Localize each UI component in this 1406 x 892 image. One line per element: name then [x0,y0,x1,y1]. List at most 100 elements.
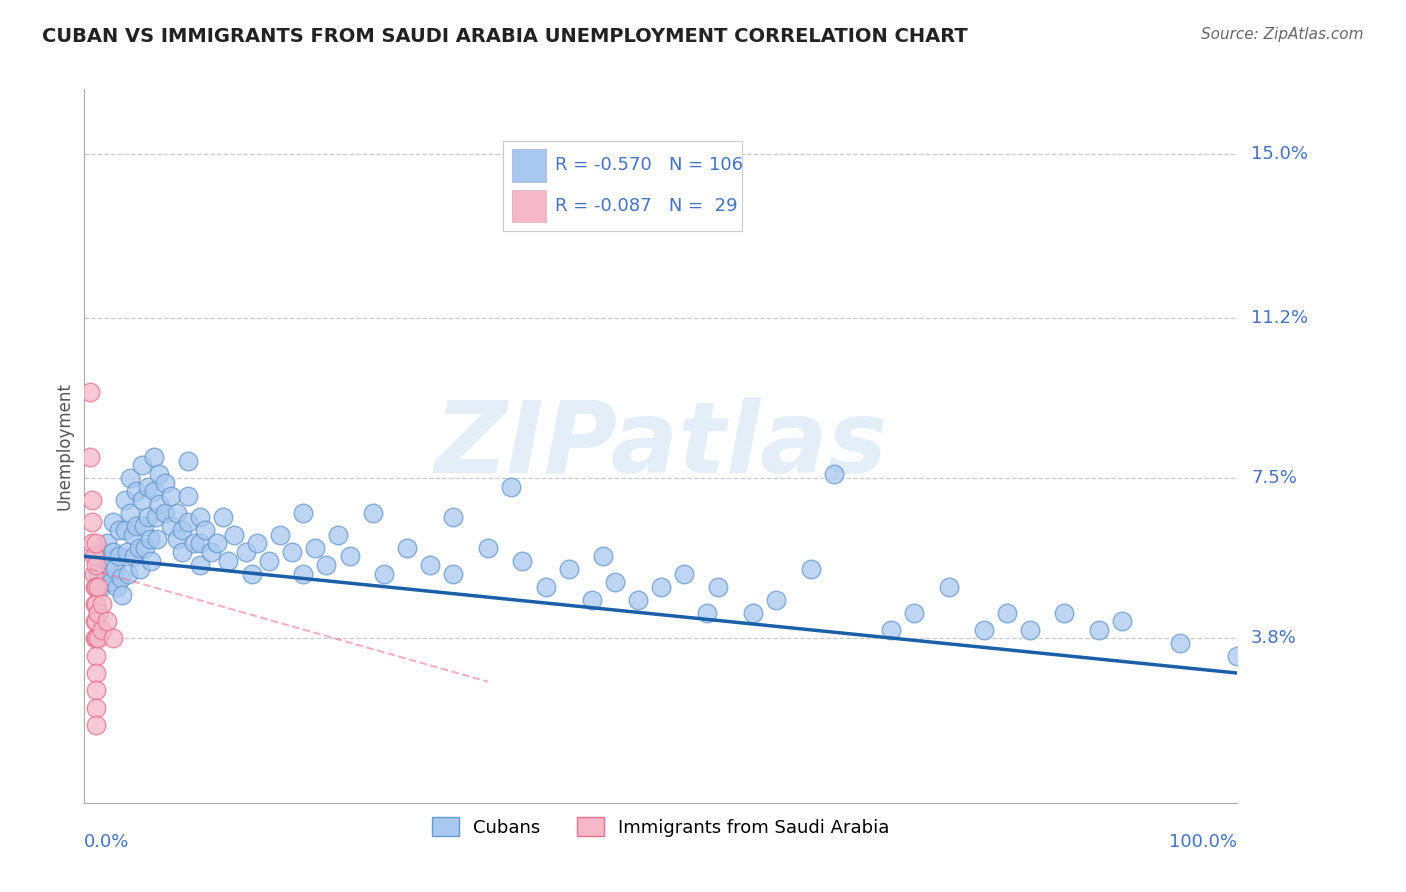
Point [194,524,217,538]
Point [87,606,110,620]
Point [103,545,124,559]
Point [96,614,118,628]
Bar [512,150,546,182]
Point [603,575,626,590]
Point [1111,614,1133,628]
Point [84,580,107,594]
Point [188,536,211,550]
Point [419,558,441,572]
Point [160,489,183,503]
Point [292,566,315,581]
Point [1088,623,1111,637]
Legend: Cubans, Immigrants from Saudi Arabia: Cubans, Immigrants from Saudi Arabia [425,810,897,844]
Point [84,597,107,611]
Text: ZIPatlas: ZIPatlas [434,398,887,494]
Point [87,632,110,646]
Point [136,510,159,524]
Point [1018,623,1040,637]
Point [100,575,122,590]
Point [87,566,110,581]
Point [396,541,419,555]
Point [218,553,240,567]
Point [79,384,101,399]
Point [90,597,112,611]
Point [188,510,211,524]
Point [361,506,384,520]
Point [134,519,156,533]
Point [257,553,280,567]
Point [765,592,787,607]
Point [79,450,101,464]
Point [627,592,650,607]
Point [146,532,169,546]
Point [315,558,337,572]
Point [246,536,269,550]
Point [114,524,136,538]
Point [145,510,167,524]
Point [84,614,107,628]
Point [90,623,112,637]
Point [84,666,107,681]
Point [557,562,579,576]
Point [499,480,522,494]
Point [592,549,614,564]
Point [177,489,200,503]
Point [1053,606,1076,620]
Point [172,545,194,559]
Point [800,562,823,576]
Point [903,606,925,620]
Point [94,571,117,585]
Point [122,549,145,564]
Point [224,527,246,541]
Point [120,471,142,485]
Point [200,545,222,559]
Text: 3.8%: 3.8% [1251,630,1296,648]
Point [83,580,105,594]
Point [160,519,183,533]
Point [110,571,132,585]
Point [84,558,107,572]
Point [938,580,960,594]
Point [128,541,150,555]
Point [82,515,104,529]
Point [103,632,124,646]
Point [581,592,603,607]
Point [373,566,395,581]
Point [211,510,233,524]
Point [823,467,845,482]
Point [148,467,170,482]
Point [672,566,695,581]
Point [188,558,211,572]
Point [153,506,176,520]
Point [125,519,148,533]
Point [84,549,107,564]
Point [83,566,105,581]
Text: 100.0%: 100.0% [1170,833,1237,851]
Y-axis label: Unemployment: Unemployment [55,382,73,510]
Point [104,562,127,576]
Point [177,454,200,468]
Point [84,718,107,732]
Point [477,541,499,555]
Text: 11.2%: 11.2% [1251,310,1309,327]
Point [115,545,138,559]
Point [235,545,257,559]
Text: R = -0.087   N =  29: R = -0.087 N = 29 [555,196,738,215]
Point [153,475,176,490]
Point [105,580,128,594]
Text: 7.5%: 7.5% [1251,469,1298,487]
Point [141,553,163,567]
Point [90,558,112,572]
Point [1168,636,1191,650]
Point [441,510,464,524]
Point [96,562,118,576]
Point [512,553,534,567]
Point [87,580,110,594]
Text: R = -0.570   N = 106: R = -0.570 N = 106 [555,156,744,175]
Point [650,580,672,594]
Text: 15.0%: 15.0% [1251,145,1308,163]
Point [84,683,107,698]
Point [84,536,107,550]
Point [281,545,304,559]
Point [83,597,105,611]
